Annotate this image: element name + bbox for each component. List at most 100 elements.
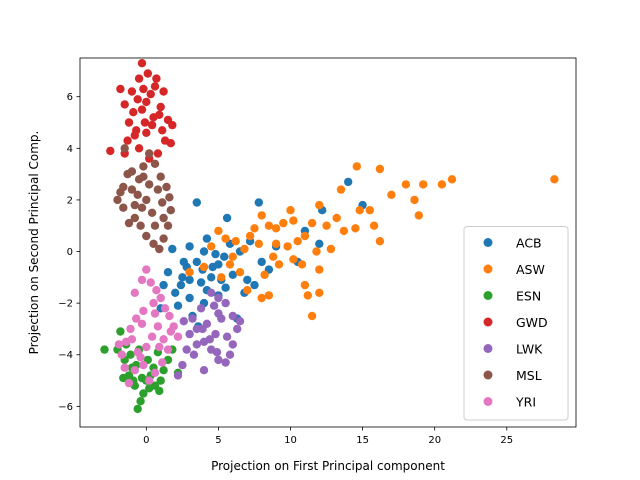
y-tick-label: 4 xyxy=(67,144,73,155)
point-esn-13 xyxy=(155,386,164,396)
point-msl-10 xyxy=(165,193,174,202)
point-acb-17 xyxy=(250,280,259,290)
point-gwd-20 xyxy=(146,89,155,99)
y-tick-label: −6 xyxy=(58,402,73,413)
point-asw-50 xyxy=(387,190,396,199)
point-acb-48 xyxy=(176,280,186,290)
point-acb-25 xyxy=(211,249,220,259)
point-lwk-15 xyxy=(178,360,187,370)
point-gwd-34 xyxy=(142,97,151,107)
point-msl-22 xyxy=(120,144,129,153)
point-asw-52 xyxy=(322,221,331,230)
point-yri-26 xyxy=(150,368,160,377)
point-acb-11 xyxy=(159,280,168,290)
point-acb-30 xyxy=(173,301,183,310)
point-asw-40 xyxy=(245,231,255,241)
point-asw-31 xyxy=(315,265,324,274)
point-yri-15 xyxy=(117,350,127,359)
point-acb-13 xyxy=(185,293,194,303)
point-asw-35 xyxy=(235,268,245,277)
point-lwk-2 xyxy=(221,298,230,308)
point-gwd-5 xyxy=(127,87,137,96)
point-asw-26 xyxy=(307,311,317,321)
point-acb-46 xyxy=(202,234,212,243)
series-msl xyxy=(113,144,175,254)
point-acb-20 xyxy=(192,257,201,267)
point-yri-11 xyxy=(139,306,148,316)
x-tick-label: 10 xyxy=(284,435,297,446)
point-asw-58 xyxy=(231,237,240,246)
point-gwd-2 xyxy=(143,69,152,78)
point-msl-0 xyxy=(113,195,122,205)
point-asw-45 xyxy=(269,252,278,261)
point-asw-39 xyxy=(207,242,216,251)
point-esn-9 xyxy=(139,389,148,398)
point-acb-21 xyxy=(207,273,216,282)
point-acb-1 xyxy=(222,213,232,223)
point-gwd-24 xyxy=(106,146,115,156)
point-acb-33 xyxy=(185,275,194,285)
point-asw-38 xyxy=(214,226,223,236)
point-asw-15 xyxy=(326,244,336,254)
point-asw-19 xyxy=(293,237,302,246)
point-yri-24 xyxy=(163,345,173,354)
point-asw-43 xyxy=(312,247,321,256)
point-asw-57 xyxy=(217,273,226,282)
point-yri-5 xyxy=(156,293,165,303)
point-gwd-28 xyxy=(147,120,157,130)
point-asw-34 xyxy=(243,286,252,295)
x-axis-ticks: 0 5 10 15 20 25 xyxy=(143,427,513,446)
point-yri-1 xyxy=(137,275,147,285)
legend-label-msl: MSL xyxy=(516,368,542,383)
point-asw-9 xyxy=(375,237,385,246)
point-yri-12 xyxy=(132,314,141,323)
point-asw-0 xyxy=(352,162,361,171)
point-asw-8 xyxy=(414,211,423,220)
point-acb-42 xyxy=(344,177,353,187)
point-esn-0 xyxy=(100,345,109,354)
point-yri-27 xyxy=(145,376,154,385)
point-esn-28 xyxy=(145,384,154,393)
point-acb-24 xyxy=(196,278,206,287)
point-msl-28 xyxy=(158,198,167,207)
point-asw-56 xyxy=(185,268,194,277)
point-asw-17 xyxy=(307,218,317,228)
point-asw-32 xyxy=(264,291,274,300)
legend-marker-lwk xyxy=(483,344,493,353)
point-lwk-16 xyxy=(173,371,183,380)
point-asw-22 xyxy=(271,224,281,233)
series-yri xyxy=(114,265,183,388)
point-lwk-22 xyxy=(192,340,201,349)
point-esn-19 xyxy=(126,350,135,359)
series-gwd xyxy=(106,59,177,163)
legend-label-lwk: LWK xyxy=(516,342,543,357)
point-msl-27 xyxy=(137,203,147,212)
point-gwd-22 xyxy=(150,82,160,91)
point-asw-41 xyxy=(274,260,284,269)
point-lwk-3 xyxy=(228,311,237,321)
point-msl-14 xyxy=(155,244,164,254)
point-asw-47 xyxy=(240,244,249,254)
point-gwd-8 xyxy=(124,118,134,127)
point-asw-25 xyxy=(250,224,259,233)
point-lwk-25 xyxy=(205,335,214,344)
point-msl-21 xyxy=(116,188,125,197)
point-asw-33 xyxy=(257,293,266,303)
point-gwd-23 xyxy=(123,136,132,145)
point-msl-7 xyxy=(150,159,160,168)
point-lwk-0 xyxy=(207,288,216,297)
y-axis-label: Projection on Second Principal Comp. xyxy=(27,131,41,355)
point-acb-29 xyxy=(257,257,266,267)
legend: ACB ASW ESN GWD LWK MSL YRI xyxy=(463,226,569,421)
legend-marker-yri xyxy=(483,397,493,406)
point-acb-4 xyxy=(199,247,209,256)
series-acb xyxy=(156,177,367,331)
point-acb-12 xyxy=(171,288,180,297)
point-acb-41 xyxy=(315,239,324,248)
point-gwd-6 xyxy=(116,84,125,94)
legend-marker-asw xyxy=(483,264,493,274)
point-yri-20 xyxy=(142,342,151,352)
point-gwd-19 xyxy=(137,105,147,114)
point-yri-10 xyxy=(149,298,158,308)
point-msl-8 xyxy=(156,172,165,181)
